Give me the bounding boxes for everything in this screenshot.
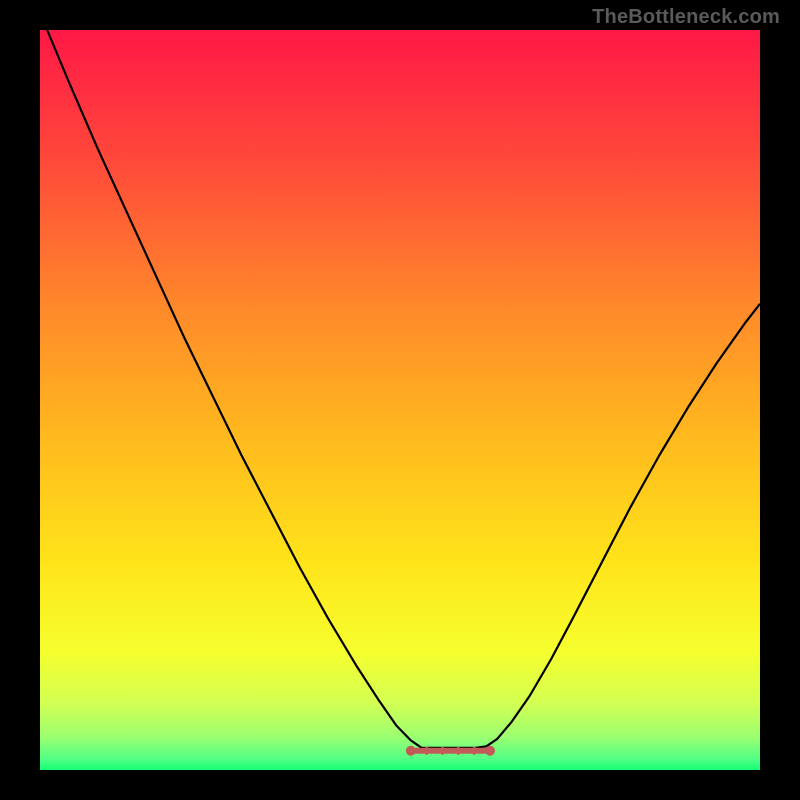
chart-frame: TheBottleneck.com bbox=[0, 0, 800, 800]
gradient-background bbox=[40, 30, 760, 770]
watermark-text: TheBottleneck.com bbox=[592, 6, 780, 29]
range-end-marker bbox=[485, 746, 495, 756]
range-start-marker bbox=[406, 746, 416, 756]
bottleneck-curve-chart bbox=[0, 0, 800, 800]
